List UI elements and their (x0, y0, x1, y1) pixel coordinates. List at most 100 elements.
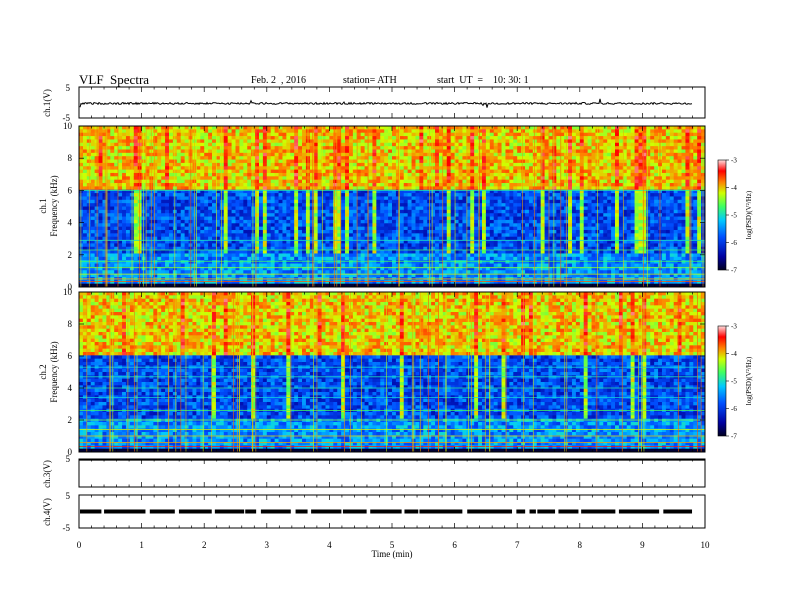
psd-cell (106, 219, 111, 224)
psd-cell (243, 270, 248, 274)
psd-cell (313, 273, 319, 278)
psd-cell (399, 253, 405, 258)
psd-cell (231, 179, 236, 184)
psd-cell (82, 283, 88, 288)
psd-cell (145, 240, 150, 244)
psd-cell (384, 253, 389, 258)
psd-cell (317, 159, 322, 164)
psd-cell (251, 253, 256, 258)
psd-cell (223, 172, 229, 177)
psd-cell (376, 260, 381, 264)
psd-cell (270, 196, 276, 201)
psd-cell (348, 229, 354, 234)
psd-cell (345, 156, 350, 160)
psd-cell (411, 152, 416, 157)
psd-cell (348, 199, 354, 204)
psd-cell (442, 266, 448, 271)
psd-cell (411, 226, 416, 231)
psd-cell (98, 169, 103, 174)
psd-cell (399, 250, 405, 254)
psd-cell (348, 196, 354, 201)
psd-cell (294, 253, 299, 258)
psd-cell (231, 162, 236, 167)
psd-cell (90, 186, 96, 191)
psd-cell (184, 146, 189, 150)
psd-cell (176, 256, 182, 261)
psd-cell (368, 162, 373, 167)
psd-cell (247, 183, 252, 187)
psd-cell (431, 243, 436, 248)
psd-cell (450, 126, 455, 130)
psd-cell (231, 166, 236, 170)
psd-cell (364, 159, 369, 164)
psd-cell (270, 149, 276, 154)
psd-cell (368, 139, 373, 144)
psd-cell (415, 176, 420, 181)
psd-cell (227, 283, 232, 288)
psd-cell (82, 193, 88, 197)
psd-cell (325, 152, 330, 157)
psd-cell (462, 256, 467, 261)
psd-cell (157, 152, 162, 157)
psd-cell (90, 169, 96, 174)
psd-cell (219, 266, 225, 271)
psd-cell (356, 246, 362, 251)
psd-cell (380, 139, 385, 144)
psd-cell (82, 216, 88, 221)
psd-cell (180, 136, 186, 140)
psd-cell (82, 142, 88, 147)
psd-cell (212, 250, 217, 254)
psd-cell (247, 209, 252, 214)
psd-cell (270, 166, 276, 170)
psd-cell (122, 206, 127, 211)
psd-cell (153, 139, 158, 144)
psd-cell (325, 256, 330, 261)
psd-cell (376, 233, 381, 238)
psd-cell (360, 260, 366, 264)
psd-cell (157, 209, 162, 214)
psd-cell (161, 233, 166, 238)
psd-cell (125, 186, 131, 191)
psd-cell (462, 226, 467, 231)
psd-cell (258, 199, 264, 204)
psd-cell (258, 243, 264, 248)
psd-cell (474, 146, 479, 150)
psd-cell (435, 172, 440, 177)
psd-cell (278, 266, 283, 271)
psd-cell (419, 233, 424, 238)
psd-cell (317, 250, 322, 254)
psd-cell (106, 263, 111, 268)
psd-cell (317, 226, 322, 231)
psd-cell (446, 260, 452, 264)
psd-cell (368, 229, 373, 234)
psd-cell (321, 236, 326, 241)
psd-cell (176, 213, 182, 217)
psd-cell (196, 236, 201, 241)
psd-cell (118, 156, 123, 160)
psd-cell (243, 136, 248, 140)
psd-cell (102, 226, 107, 231)
psd-cell (356, 216, 362, 221)
psd-cell (294, 139, 299, 144)
psd-cell (196, 129, 201, 134)
psd-cell (243, 219, 248, 224)
psd-cell (364, 176, 369, 181)
psd-cell (204, 176, 209, 181)
psd-cell (118, 246, 123, 251)
psd-cell (438, 146, 444, 150)
psd-cell (231, 260, 236, 264)
psd-cell (345, 186, 350, 191)
psd-cell (446, 156, 452, 160)
psd-cell (466, 139, 471, 144)
psd-cell (262, 149, 268, 154)
psd-cell (212, 280, 217, 285)
psd-cell (309, 216, 315, 221)
psd-cell (356, 270, 362, 274)
psd-cell (329, 176, 334, 181)
psd-cell (255, 129, 260, 134)
psd-cell (466, 126, 471, 130)
psd-cell (368, 152, 373, 157)
psd-cell (106, 280, 111, 285)
psd-cell (133, 263, 139, 268)
psd-cell (133, 129, 139, 134)
